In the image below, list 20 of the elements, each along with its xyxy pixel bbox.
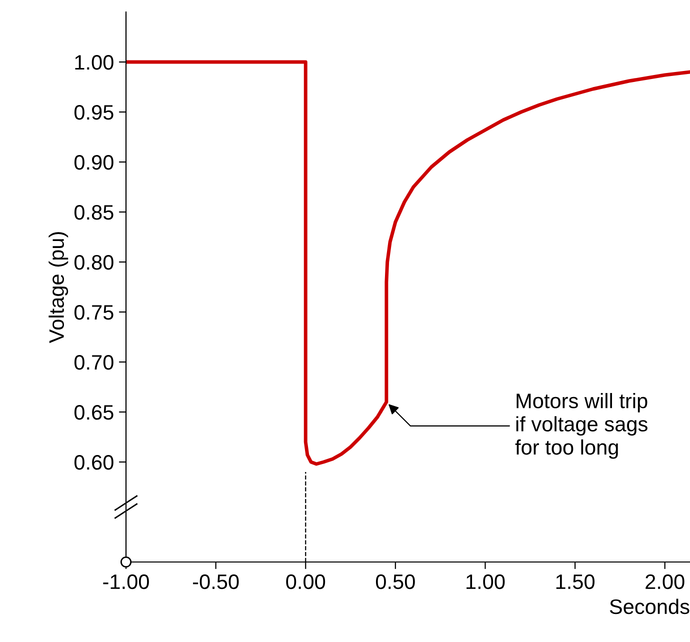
y-tick-label: 0.90: [74, 155, 114, 170]
x-axis-title: Seconds: [610, 598, 690, 614]
y-tick-label: 1.00: [75, 55, 114, 70]
annotation: Motors will trip if voltage sags for too long: [515, 393, 648, 459]
x-tick-label: 2.00: [646, 574, 684, 590]
x-tick-label: -1.00: [103, 574, 149, 590]
y-tick-label: 0.65: [74, 405, 114, 420]
y-tick-label: 0.75: [74, 305, 114, 320]
x-tick-label: 1.50: [556, 574, 595, 590]
line-series: [126, 60, 690, 466]
y-tick-label: 0.70: [74, 355, 114, 370]
y-tick-label: 0.85: [74, 205, 114, 220]
y-tick-label: 0.60: [74, 455, 114, 470]
y-tick-label: 0.95: [74, 105, 114, 120]
x-tick-label: -0.50: [192, 574, 239, 590]
x-tick-label: 0.50: [376, 574, 415, 590]
y-tick-label: 0.80: [74, 255, 114, 270]
y-axis-title: Voltage (pu): [48, 232, 68, 344]
x-tick-label: 0.00: [286, 574, 326, 590]
x-tick-label: 1.00: [466, 574, 505, 590]
